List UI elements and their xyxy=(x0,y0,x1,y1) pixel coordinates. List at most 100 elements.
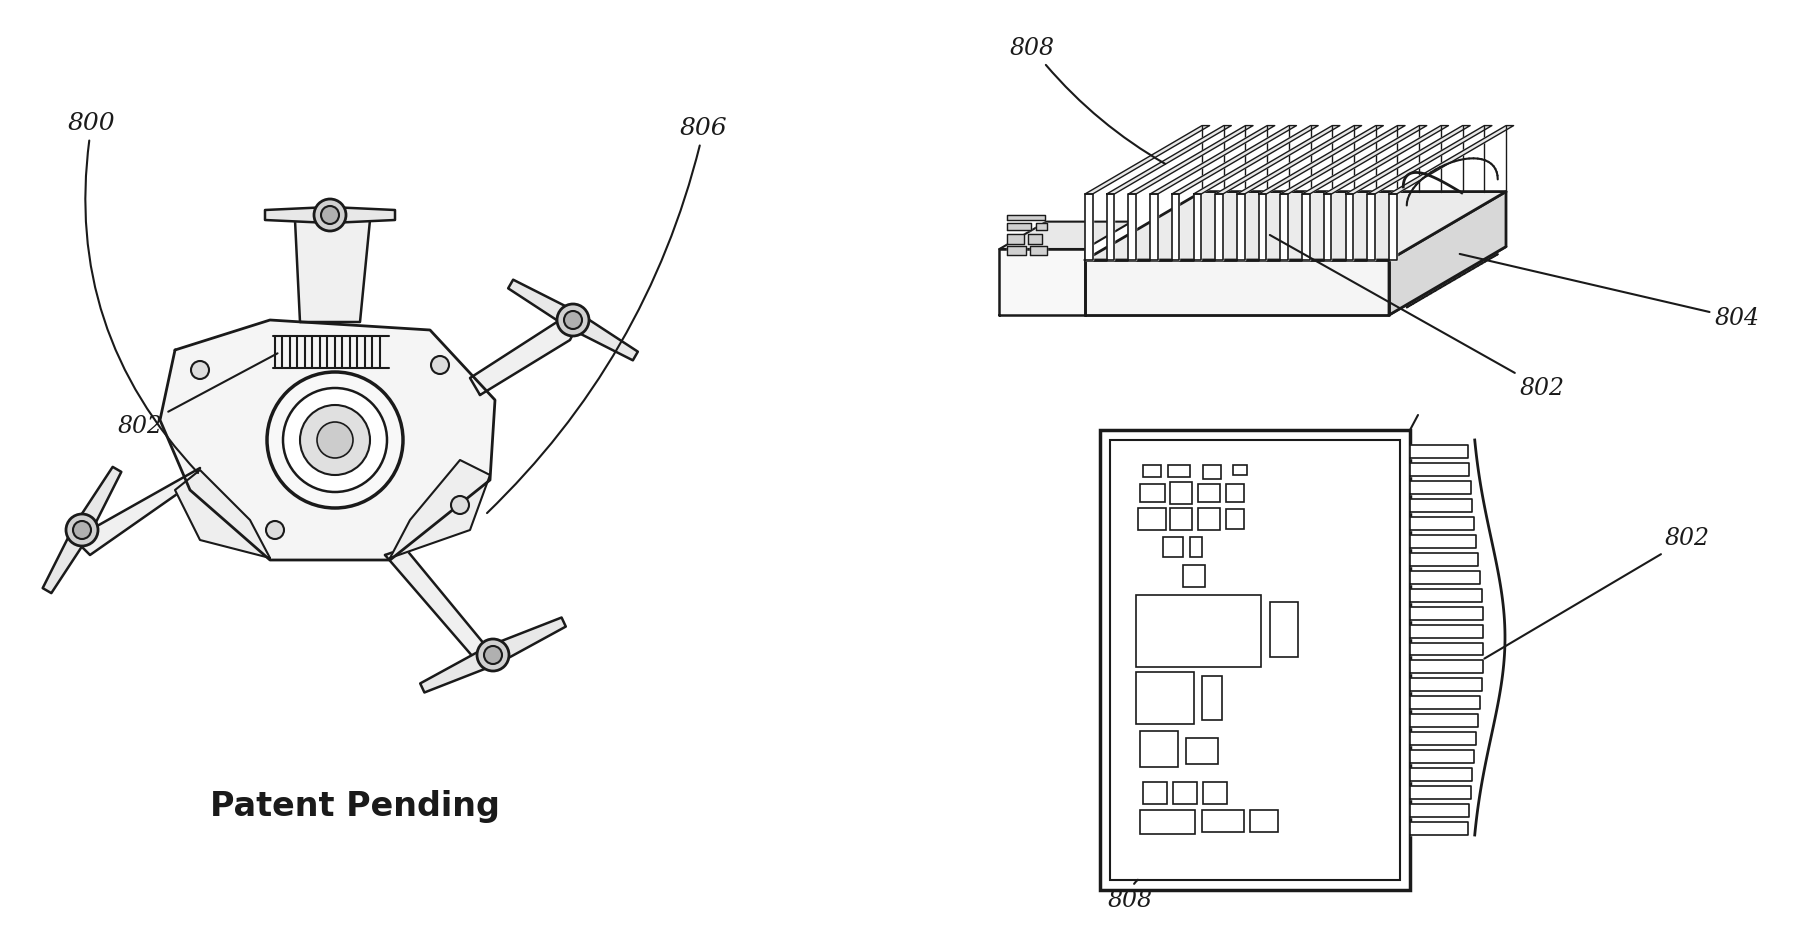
Polygon shape xyxy=(1084,194,1091,260)
Polygon shape xyxy=(1410,786,1471,799)
Polygon shape xyxy=(43,525,90,593)
Text: 808: 808 xyxy=(1108,880,1153,912)
Circle shape xyxy=(484,646,502,664)
Polygon shape xyxy=(1410,481,1471,494)
Bar xyxy=(1203,465,1221,479)
Circle shape xyxy=(476,639,509,671)
Text: 808: 808 xyxy=(1009,37,1165,164)
Polygon shape xyxy=(1345,126,1469,194)
Bar xyxy=(1185,738,1217,764)
Polygon shape xyxy=(1170,126,1296,194)
Bar xyxy=(1203,782,1226,804)
Polygon shape xyxy=(1410,660,1482,673)
Polygon shape xyxy=(1410,571,1480,584)
Polygon shape xyxy=(1149,126,1275,194)
Circle shape xyxy=(282,388,387,492)
Polygon shape xyxy=(76,468,200,555)
Polygon shape xyxy=(1410,553,1478,566)
Circle shape xyxy=(191,361,209,379)
Circle shape xyxy=(315,199,345,231)
Polygon shape xyxy=(1192,126,1318,194)
Text: 804: 804 xyxy=(1458,254,1758,330)
Circle shape xyxy=(451,496,469,514)
Bar xyxy=(1197,484,1219,502)
Polygon shape xyxy=(1410,822,1467,835)
Polygon shape xyxy=(1149,194,1158,260)
Polygon shape xyxy=(1410,768,1471,781)
Polygon shape xyxy=(1410,499,1471,512)
Bar xyxy=(1169,508,1192,530)
Polygon shape xyxy=(1170,194,1179,260)
Bar xyxy=(1188,537,1201,557)
Circle shape xyxy=(266,521,284,539)
Polygon shape xyxy=(295,210,370,322)
Polygon shape xyxy=(1237,126,1361,194)
Polygon shape xyxy=(1345,194,1352,260)
Polygon shape xyxy=(421,646,496,693)
Bar xyxy=(1224,484,1242,502)
Text: Patent Pending: Patent Pending xyxy=(210,791,500,823)
Polygon shape xyxy=(1027,234,1041,243)
Polygon shape xyxy=(1410,733,1476,746)
Polygon shape xyxy=(1280,126,1404,194)
Bar xyxy=(1142,782,1167,804)
Polygon shape xyxy=(1410,624,1483,637)
Polygon shape xyxy=(1366,194,1374,260)
Bar xyxy=(1140,731,1178,767)
Circle shape xyxy=(316,422,352,458)
Polygon shape xyxy=(1302,126,1426,194)
Polygon shape xyxy=(1410,804,1469,817)
Bar xyxy=(1135,672,1194,724)
Polygon shape xyxy=(160,320,494,560)
Polygon shape xyxy=(469,310,579,395)
Polygon shape xyxy=(1410,445,1467,458)
Text: 802: 802 xyxy=(119,353,277,438)
Bar xyxy=(1162,537,1183,557)
Polygon shape xyxy=(1000,222,1131,249)
Polygon shape xyxy=(1410,714,1478,727)
Polygon shape xyxy=(1259,126,1383,194)
Polygon shape xyxy=(1084,260,1388,315)
Bar xyxy=(1172,782,1196,804)
Polygon shape xyxy=(329,207,396,223)
Polygon shape xyxy=(1410,678,1482,691)
Text: 802: 802 xyxy=(1483,527,1710,659)
Polygon shape xyxy=(1410,643,1483,656)
Polygon shape xyxy=(1410,607,1482,620)
Bar xyxy=(1109,440,1399,880)
Polygon shape xyxy=(1106,194,1113,260)
Polygon shape xyxy=(1007,246,1025,254)
Polygon shape xyxy=(264,207,329,223)
Circle shape xyxy=(320,206,338,224)
Polygon shape xyxy=(568,313,638,361)
Circle shape xyxy=(74,521,92,539)
Polygon shape xyxy=(390,460,489,558)
Bar xyxy=(1140,810,1194,834)
Bar xyxy=(1169,482,1192,504)
Polygon shape xyxy=(1237,194,1244,260)
Circle shape xyxy=(557,304,588,336)
Polygon shape xyxy=(489,618,566,664)
Polygon shape xyxy=(1000,249,1084,315)
Polygon shape xyxy=(1127,126,1253,194)
Polygon shape xyxy=(1259,194,1266,260)
Bar xyxy=(1183,565,1205,587)
Polygon shape xyxy=(1366,126,1491,194)
Polygon shape xyxy=(1388,126,1512,194)
Polygon shape xyxy=(1084,191,1505,260)
Polygon shape xyxy=(1106,126,1230,194)
Circle shape xyxy=(432,356,450,374)
Polygon shape xyxy=(1323,126,1447,194)
Text: 800: 800 xyxy=(68,112,198,473)
Polygon shape xyxy=(1388,191,1505,315)
Polygon shape xyxy=(1410,517,1473,530)
Bar xyxy=(1135,595,1260,667)
Polygon shape xyxy=(1007,223,1030,229)
Bar xyxy=(1250,810,1277,832)
Polygon shape xyxy=(1192,194,1201,260)
Polygon shape xyxy=(1280,194,1287,260)
Circle shape xyxy=(67,514,97,546)
Polygon shape xyxy=(507,279,577,327)
Text: 806: 806 xyxy=(487,117,726,513)
Circle shape xyxy=(300,405,370,475)
